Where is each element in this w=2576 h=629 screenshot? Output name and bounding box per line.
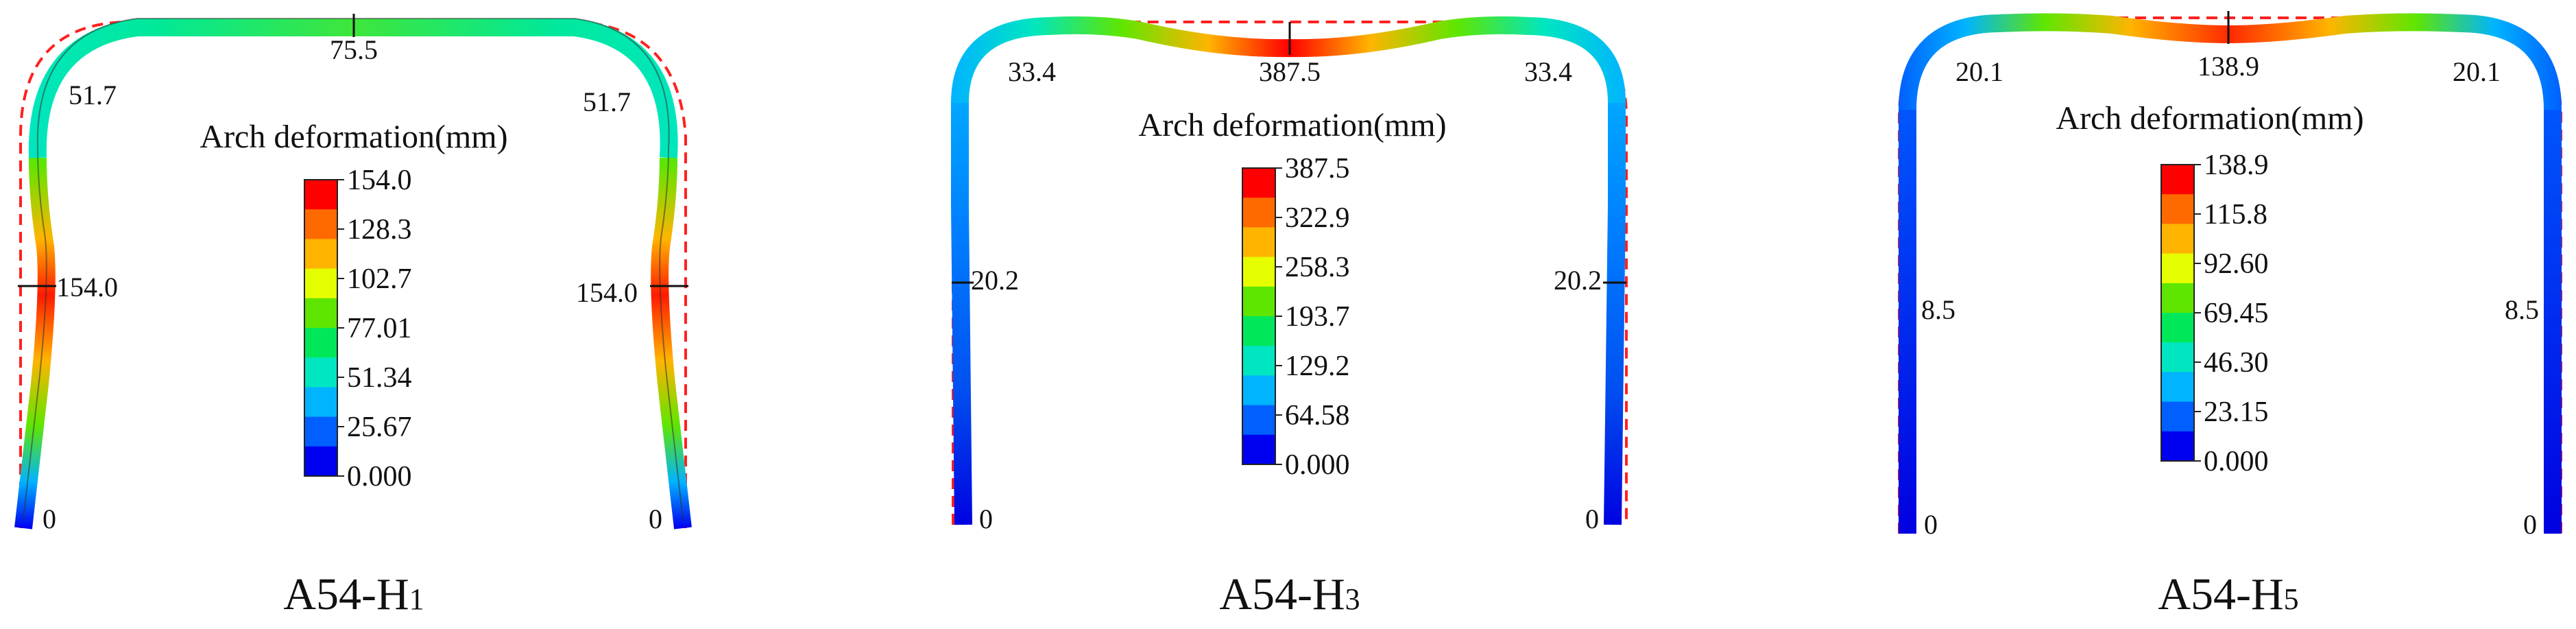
legend-value-label: 0.000	[1285, 449, 1350, 481]
legend-value-label: 23.15	[2204, 396, 2269, 428]
legend-value-label: 25.67	[347, 412, 412, 443]
legend-swatch	[1242, 346, 1275, 376]
legend-value-label: 129.2	[1285, 351, 1350, 382]
legend-swatch	[2161, 165, 2194, 195]
legend-swatch	[1242, 168, 1275, 198]
crown-value-label: 75.5	[330, 34, 378, 65]
wall-left-value-label: 20.2	[971, 265, 1019, 296]
legend-swatch	[304, 180, 337, 210]
legend-value-label: 322.9	[1285, 202, 1350, 234]
panel-caption: A54-H3	[1219, 569, 1360, 619]
panel-a54-h5: 138.9 20.1 20.1 8.5 8.5 0 0 Arch deforma…	[1898, 11, 2562, 619]
legend-swatch	[1242, 227, 1275, 258]
legend-swatch	[2161, 401, 2194, 432]
legend-title: Arch deformation(mm)	[200, 119, 507, 155]
legend-value-label: 69.45	[2204, 298, 2269, 329]
legend-value-label: 387.5	[1285, 153, 1350, 185]
shoulder-right-value-label: 51.7	[583, 86, 631, 117]
legend-swatch	[2161, 194, 2194, 224]
legend-swatch	[304, 416, 337, 447]
legend-swatch	[304, 209, 337, 239]
legend-swatch	[2161, 253, 2194, 284]
wall-right-value-label: 154.0	[576, 277, 638, 308]
legend-swatch	[304, 268, 337, 299]
panel-a54-h3: 387.5 33.4 33.4 20.2 20.2 0 0 Arch defor…	[951, 16, 1628, 619]
shoulder-left-value-label: 33.4	[1008, 56, 1056, 87]
shoulder-right-value-label: 20.1	[2453, 56, 2501, 87]
legend-swatch	[2161, 372, 2194, 403]
legend-swatch	[1242, 198, 1275, 228]
legend-value-label: 77.01	[347, 313, 412, 344]
legend-swatch	[2161, 313, 2194, 343]
color-legend: 138.9 115.8 92.60 69.45 46.30 23.15 0.000	[2160, 150, 2269, 477]
legend-value-label: 64.58	[1285, 400, 1350, 431]
legend-swatch	[1242, 257, 1275, 287]
crown-value-label: 387.5	[1259, 56, 1321, 87]
legend-value-label: 102.7	[347, 263, 412, 295]
wall-left-value-label: 154.0	[56, 272, 118, 302]
legend-swatch	[2161, 283, 2194, 313]
foot-right-value-label: 0	[1585, 503, 1599, 534]
deformed-arch-crown	[28, 19, 678, 158]
panel-caption: A54-H5	[2158, 569, 2298, 619]
wall-left-value-label: 8.5	[1921, 294, 1955, 325]
legend-swatch	[1242, 375, 1275, 406]
foot-right-value-label: 0	[649, 503, 662, 534]
legend-swatch	[304, 298, 337, 329]
legend-swatch	[1242, 286, 1275, 317]
legend-swatch	[304, 446, 337, 477]
legend-value-label: 92.60	[2204, 248, 2269, 280]
deformed-arch-right-wall	[1604, 103, 1626, 525]
foot-left-value-label: 0	[43, 503, 56, 534]
legend-swatch	[304, 387, 337, 418]
legend-title: Arch deformation(mm)	[2056, 100, 2363, 137]
legend-swatch	[1242, 405, 1275, 436]
legend-value-label: 138.9	[2204, 150, 2269, 181]
legend-swatch	[2161, 431, 2194, 462]
legend-value-label: 154.0	[347, 165, 412, 196]
legend-value-label: 193.7	[1285, 301, 1350, 333]
legend-value-label: 0.000	[2204, 446, 2269, 477]
shoulder-left-value-label: 20.1	[1955, 56, 2003, 87]
legend-value-label: 115.8	[2204, 199, 2267, 230]
deformed-arch-left-wall	[951, 103, 972, 525]
legend-swatch	[304, 239, 337, 270]
legend-swatch	[1242, 434, 1275, 465]
legend-value-label: 0.000	[347, 461, 412, 492]
shoulder-right-value-label: 33.4	[1524, 56, 1572, 87]
legend-swatch	[2161, 224, 2194, 254]
shoulder-left-value-label: 51.7	[69, 80, 117, 110]
legend-swatch	[304, 328, 337, 358]
legend-swatch	[2161, 342, 2194, 372]
foot-right-value-label: 0	[2523, 509, 2537, 540]
legend-value-label: 51.34	[347, 362, 412, 394]
panel-caption: A54-H1	[283, 569, 424, 619]
legend-value-label: 258.3	[1285, 252, 1350, 283]
legend-swatch	[1242, 316, 1275, 346]
color-legend: 154.0 128.3 102.7 77.01 51.34 25.67 0.000	[304, 165, 412, 492]
foot-left-value-label: 0	[1924, 509, 1938, 540]
legend-swatch	[304, 357, 337, 388]
wall-right-value-label: 8.5	[2505, 294, 2539, 325]
legend-value-label: 128.3	[347, 214, 412, 246]
panel-a54-h1: 75.5 51.7 51.7 154.0 154.0 0 0 Arch defo…	[14, 14, 692, 619]
color-legend: 387.5 322.9 258.3 193.7 129.2 64.58 0.000	[1242, 153, 1350, 481]
foot-left-value-label: 0	[979, 503, 993, 534]
legend-value-label: 46.30	[2204, 347, 2269, 379]
wall-right-value-label: 20.2	[1554, 265, 1602, 296]
crown-value-label: 138.9	[2198, 51, 2259, 82]
legend-title: Arch deformation(mm)	[1138, 107, 1446, 143]
